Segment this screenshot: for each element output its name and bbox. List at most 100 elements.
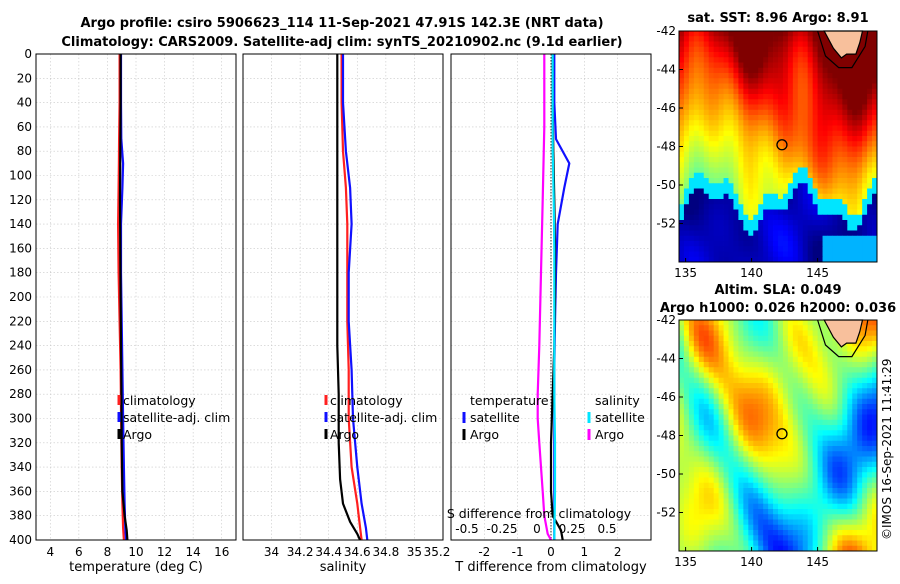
- map-cell: [872, 477, 878, 484]
- map-cell: [872, 519, 878, 526]
- map-cell: [763, 31, 769, 37]
- map-cell: [837, 246, 843, 252]
- map-cell: [822, 482, 828, 489]
- map-cell: [807, 167, 814, 174]
- map-cell: [703, 172, 710, 179]
- map-cell: [753, 235, 759, 242]
- map-cell: [708, 67, 715, 74]
- map-cell: [842, 414, 848, 421]
- map-cell: [812, 414, 818, 421]
- map-cell: [867, 125, 873, 132]
- map-cell: [728, 419, 734, 426]
- map-cell: [768, 477, 774, 484]
- map-cell: [703, 488, 710, 494]
- map-cell: [763, 36, 769, 42]
- map-cell: [758, 467, 764, 473]
- map-cell: [802, 183, 809, 189]
- map-cell: [817, 456, 823, 463]
- map-cell: [723, 467, 729, 473]
- map-cell: [872, 503, 878, 510]
- map-cell: [693, 435, 700, 442]
- map-cell: [713, 503, 719, 510]
- map-cell: [827, 535, 833, 541]
- map-cell: [822, 94, 828, 100]
- map-cell: [837, 183, 843, 189]
- map-cell: [817, 398, 823, 405]
- map-cell: [703, 514, 710, 520]
- map-cell: [812, 461, 818, 468]
- map-cell: [872, 94, 878, 100]
- map-cell: [862, 31, 868, 37]
- map-cell: [857, 141, 863, 147]
- map-cell: [698, 172, 705, 179]
- map-cell: [847, 461, 853, 468]
- map-cell: [817, 477, 823, 484]
- map-cell: [778, 362, 784, 368]
- map-cell: [718, 467, 724, 473]
- map-cell: [857, 425, 863, 431]
- map-cell: [872, 404, 878, 410]
- map-cell: [703, 446, 710, 452]
- map-cell: [738, 78, 744, 84]
- map-cell: [773, 409, 779, 415]
- map-cell: [852, 530, 858, 536]
- map-cell: [862, 377, 868, 384]
- map-cell: [782, 31, 789, 37]
- map-cell: [787, 519, 794, 526]
- map-cell: [827, 388, 833, 394]
- map-cell: [792, 393, 799, 400]
- map-cell: [713, 78, 719, 84]
- map-cell: [852, 346, 858, 352]
- map-cell: [723, 419, 729, 426]
- map-cell: [733, 346, 739, 352]
- map-cell: [827, 467, 833, 473]
- map-cell: [842, 115, 848, 121]
- map-cell: [773, 356, 779, 363]
- map-cell: [832, 419, 838, 426]
- map-cell: [852, 78, 858, 84]
- map-cell: [847, 230, 853, 237]
- map-cell: [862, 530, 868, 536]
- map-cell: [693, 136, 700, 142]
- map-cell: [822, 367, 828, 373]
- map-cell: [728, 514, 734, 520]
- map-cell: [733, 162, 739, 168]
- map-cell: [862, 125, 868, 132]
- map-cell: [748, 172, 754, 179]
- map-cell: [797, 488, 804, 494]
- map-cell: [822, 209, 828, 216]
- map-cell: [812, 325, 818, 331]
- map-cell: [718, 136, 724, 142]
- map-cell: [842, 151, 848, 158]
- map-cell: [817, 94, 823, 100]
- map-cell: [713, 330, 719, 337]
- map-cell: [822, 446, 828, 452]
- map-cell: [773, 524, 779, 531]
- map-cell: [862, 41, 868, 48]
- map-cell: [778, 377, 784, 384]
- map-cell: [867, 204, 873, 210]
- map-cell: [802, 246, 809, 252]
- map-cell: [837, 172, 843, 179]
- map-cell: [837, 503, 843, 510]
- map-cell: [723, 519, 729, 526]
- map-cell: [718, 346, 724, 352]
- map-cell: [688, 251, 695, 258]
- map-cell: [812, 440, 818, 447]
- map-cell: [842, 356, 848, 363]
- map-cell: [758, 204, 764, 210]
- map-cell: [728, 414, 734, 421]
- map-cell: [852, 83, 858, 90]
- map-cell: [832, 115, 838, 121]
- map-cell: [792, 472, 799, 478]
- map-cell: [768, 388, 774, 394]
- map-cell: [787, 178, 794, 184]
- map-cell: [688, 256, 695, 263]
- map-cell: [748, 488, 754, 494]
- map-cell: [842, 514, 848, 520]
- map-cell: [837, 251, 843, 258]
- map-cell: [753, 136, 759, 142]
- map-cell: [758, 477, 764, 484]
- map-cell: [787, 188, 794, 195]
- map-cell: [797, 225, 804, 231]
